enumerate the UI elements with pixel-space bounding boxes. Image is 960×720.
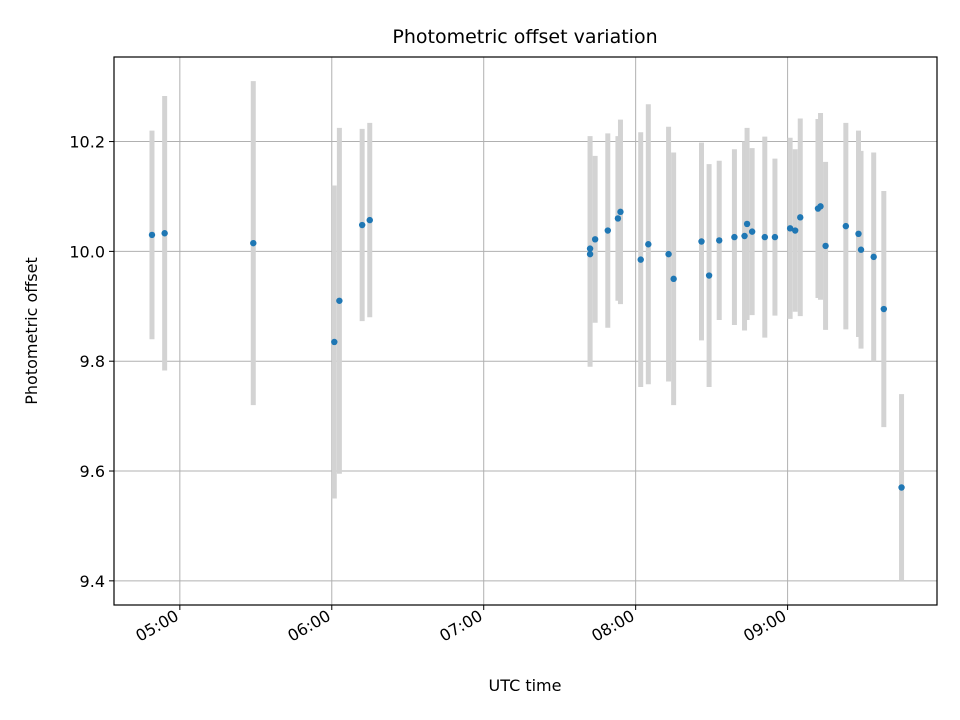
data-point [250, 239, 257, 247]
x-axis-ticks: 05:00 06:00 07:00 08:00 09:00 [132, 605, 790, 646]
y-axis-ticks: 9.4 9.6 9.8 10.0 10.2 [69, 133, 114, 591]
data-point [670, 275, 677, 283]
errorbars [149, 81, 905, 581]
data-point [591, 236, 599, 243]
data-point [698, 238, 705, 245]
data-point [637, 256, 644, 263]
y-tick-label: 10.2 [69, 133, 105, 152]
chart-title: Photometric offset variation [392, 26, 657, 48]
data-point [817, 203, 824, 210]
data-point [857, 246, 865, 253]
data-point [842, 222, 850, 230]
data-point [586, 250, 594, 258]
x-tick-label: 08:00 [588, 606, 637, 646]
plot-frame [113, 56, 938, 606]
data-point [331, 338, 338, 346]
y-tick-label: 9.6 [80, 462, 105, 481]
data-point [855, 230, 862, 238]
y-axis-title: Photometric offset [22, 257, 41, 405]
data-point [748, 228, 756, 235]
data-point [898, 484, 905, 491]
data-point [791, 227, 799, 234]
data-point [614, 215, 622, 222]
data-point [822, 242, 829, 250]
y-tick-label: 9.8 [80, 352, 105, 371]
data-point [665, 250, 672, 258]
grid [114, 57, 937, 605]
data-point [797, 214, 804, 221]
x-axis-title: UTC time [489, 676, 562, 695]
data-point [617, 208, 624, 216]
data-point [786, 225, 794, 232]
x-tick-label: 06:00 [284, 606, 333, 646]
y-tick-label: 9.4 [80, 572, 105, 591]
y-tick-label: 10.0 [69, 242, 105, 261]
data-point [161, 230, 168, 237]
data-point [870, 253, 877, 261]
x-tick-label: 09:00 [740, 606, 789, 646]
data-point [731, 233, 738, 241]
data-point [336, 297, 343, 304]
data-point [716, 237, 723, 244]
data-point [366, 216, 373, 224]
data-point [741, 232, 748, 240]
x-tick-label: 07:00 [436, 606, 485, 646]
x-tick-label: 05:00 [132, 606, 181, 646]
data-point [880, 305, 888, 313]
data-point [148, 231, 156, 239]
data-point [743, 220, 751, 228]
data-point [771, 233, 779, 241]
data-point [586, 245, 594, 252]
data-point [645, 241, 652, 248]
data-point [604, 227, 611, 234]
data-point [761, 233, 769, 241]
data-point [358, 221, 366, 229]
data-point [705, 272, 713, 279]
data-points [148, 203, 905, 491]
